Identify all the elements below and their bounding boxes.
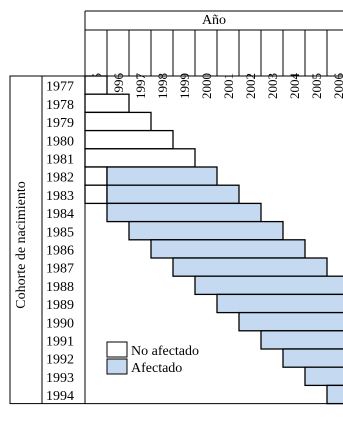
cohort-label-box xyxy=(9,75,86,405)
unaffected-bar xyxy=(84,148,196,168)
legend-label-affected: Afectado xyxy=(131,361,182,376)
cohort-label: 1981 xyxy=(46,153,74,168)
cohort-bars xyxy=(84,75,343,405)
cohort-label: 1983 xyxy=(46,189,74,204)
year-label: 1999 xyxy=(177,73,192,99)
cohort-label: 1993 xyxy=(46,371,74,386)
unaffected-bar xyxy=(84,111,152,132)
affected-bar xyxy=(106,166,218,186)
affected-bar xyxy=(106,202,262,223)
affected-bar xyxy=(304,366,343,387)
affected-bar xyxy=(150,239,306,259)
cohort-labels: 1977 1978 1979 1980 1981 1982 1983 1984 1985 1986… xyxy=(46,80,74,404)
cohort-label: 1992 xyxy=(46,353,74,368)
cohort-label: 1994 xyxy=(46,389,74,404)
cohort-label: 1985 xyxy=(46,225,74,240)
table-frame xyxy=(9,10,343,405)
unaffected-bar xyxy=(84,129,174,150)
year-label: 2003 xyxy=(265,73,280,99)
affected-bar xyxy=(282,348,343,368)
legend-label-unaffected: No afectado xyxy=(131,344,199,359)
affected-bar xyxy=(216,293,343,314)
cohort-label: 1987 xyxy=(46,262,74,277)
affected-bar xyxy=(106,184,240,205)
year-label: 2004 xyxy=(287,73,302,100)
cohort-label: 1990 xyxy=(46,316,74,331)
year-label: 2006 xyxy=(331,73,343,100)
unaffected-bar xyxy=(84,75,108,95)
cohort-label: 1988 xyxy=(46,280,74,295)
cohort-label: 1977 xyxy=(46,80,74,95)
unaffected-bar xyxy=(84,93,130,114)
legend-swatch-unaffected xyxy=(106,341,128,358)
cohort-label: 1980 xyxy=(46,134,74,149)
year-label: 1998 xyxy=(155,73,170,99)
cohort-label: 1979 xyxy=(46,116,74,131)
affected-bar xyxy=(238,311,343,332)
cohort-label: 1978 xyxy=(46,98,74,113)
year-label: 1996 xyxy=(111,73,126,100)
cohort-axis-label: Cohorte de nacimiento xyxy=(14,181,29,309)
affected-bar xyxy=(260,330,343,350)
year-label: 2002 xyxy=(243,73,258,99)
cohort-label: 1984 xyxy=(46,207,74,222)
year-label: 2000 xyxy=(199,73,214,99)
cohort-label: 1989 xyxy=(46,298,74,313)
year-label: 2001 xyxy=(221,73,236,99)
cohort-label: 1991 xyxy=(46,335,74,350)
cohort-label: 1982 xyxy=(46,171,74,186)
affected-bar xyxy=(194,275,343,296)
unaffected-bar xyxy=(84,184,108,205)
legend-swatch-affected xyxy=(106,358,128,375)
year-label: 1997 xyxy=(133,73,148,100)
unaffected-bar xyxy=(84,166,108,186)
affected-bar xyxy=(128,220,284,241)
legend: No afectado Afectado xyxy=(106,341,199,376)
year-header: Año xyxy=(202,13,226,28)
year-label: 2005 xyxy=(309,73,324,99)
affected-bar xyxy=(326,384,343,405)
year-labels: 1995199619971998199920002001200220032004… xyxy=(89,73,343,100)
cohort-label: 1986 xyxy=(46,244,74,259)
affected-bar xyxy=(172,257,328,277)
